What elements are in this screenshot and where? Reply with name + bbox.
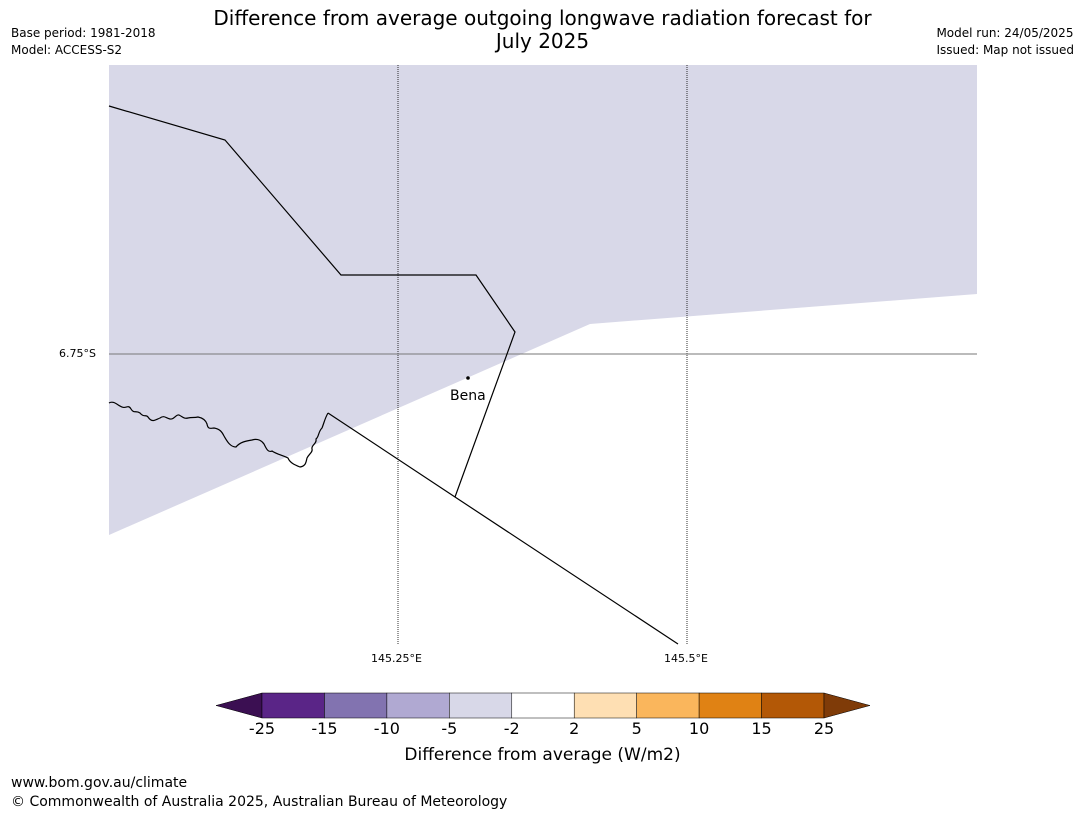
province-boundary-south	[327, 412, 679, 645]
map-title: Difference from average outgoing longwav…	[0, 7, 1085, 53]
lon-label-145-25: 145.25°E	[371, 652, 422, 665]
colorbar-tick-label: -2	[503, 719, 520, 738]
colorbar-band	[698, 692, 762, 719]
colorbar-extend-high	[823, 692, 871, 719]
colorbar-tick-label: 5	[631, 719, 642, 738]
model-run-text: Model run: 24/05/2025	[936, 26, 1074, 40]
map-title-line1: Difference from average outgoing longwav…	[213, 6, 872, 30]
colorbar-tick-label: 2	[569, 719, 580, 738]
colorbar-band	[636, 692, 700, 719]
colorbar-band	[261, 692, 325, 719]
model-text: Model: ACCESS-S2	[11, 43, 123, 57]
lat-label: 6.75°S	[59, 347, 96, 360]
colorbar-tick-label: 15	[751, 719, 772, 738]
colorbar-band	[324, 692, 388, 719]
colorbar-band	[761, 692, 825, 719]
lon-label-145-5: 145.5°E	[664, 652, 708, 665]
river-line	[108, 401, 329, 468]
base-period-text: Base period: 1981-2018	[11, 26, 156, 40]
metadata-left: Base period: 1981-2018 Model: ACCESS-S2	[11, 25, 156, 59]
colorbar-band	[449, 692, 513, 719]
province-boundary	[108, 105, 516, 498]
bena-town-label: Bena	[450, 388, 486, 404]
colorbar-tick-label: -5	[441, 719, 458, 738]
issued-text: Issued: Map not issued	[936, 43, 1074, 57]
colorbar-tick-label: -10	[373, 719, 400, 738]
colorbar-band	[573, 692, 637, 719]
footer-url: www.bom.gov.au/climate	[11, 775, 188, 791]
colorbar-tick-label: 25	[813, 719, 835, 738]
colorbar-extend-low	[215, 692, 263, 719]
map-title-line2: July 2025	[495, 29, 590, 53]
colorbar-tick-label: -15	[311, 719, 338, 738]
colorbar-tick-label: 10	[688, 719, 710, 738]
footer-copyright: © Commonwealth of Australia 2025, Austra…	[11, 794, 508, 810]
colorbar-label: Difference from average (W/m2)	[404, 745, 681, 765]
bena-town-marker	[466, 376, 470, 380]
colorbar-band	[511, 692, 575, 719]
colorbar-tick-label: -25	[248, 719, 276, 738]
metadata-right: Model run: 24/05/2025 Issued: Map not is…	[936, 25, 1074, 59]
colorbar-band	[386, 692, 450, 719]
